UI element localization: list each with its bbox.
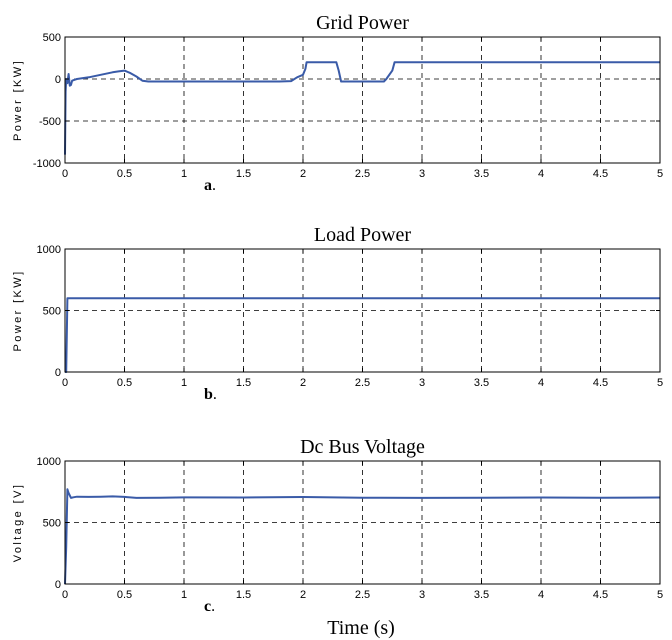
x-tick-label: 2.5	[355, 168, 370, 180]
panel-letter: b	[204, 386, 213, 403]
x-tick-label: 2	[300, 168, 306, 180]
x-tick-label: 3.5	[474, 589, 489, 601]
chart-panel-b: Load Power 0 0.5 1 1.5 2 2.5 3 3.5 4 4.5 5 0 500 1000 P…	[12, 224, 663, 403]
chart-panel-a: Grid Power 0 0.5 1 1.5 2 2.5 3 3.5 4 4.5 5 -1000 -500…	[12, 12, 663, 194]
chart-title: Grid Power	[316, 12, 409, 34]
x-tick-label: 4	[538, 168, 544, 180]
chart-title: Load Power	[314, 224, 412, 246]
x-tick-label: 2.5	[355, 589, 370, 601]
y-tick-label: 1000	[37, 456, 61, 468]
x-tick-label: 3.5	[474, 168, 489, 180]
panel-period: .	[212, 177, 216, 194]
x-tick-label: 1.5	[236, 589, 251, 601]
x-tick-label: 4	[538, 377, 544, 389]
y-tick-label: 0	[55, 74, 61, 86]
x-tick-label: 1	[181, 589, 187, 601]
x-tick-label: 5	[657, 168, 663, 180]
y-axis-label: Voltage [V]	[12, 483, 24, 563]
x-tick-label: 0	[62, 168, 68, 180]
x-tick-label: 2.5	[355, 377, 370, 389]
y-tick-label: 0	[55, 367, 61, 379]
x-tick-label: 0.5	[117, 168, 132, 180]
x-tick-label: 1.5	[236, 377, 251, 389]
x-tick-label: 4.5	[593, 377, 608, 389]
y-tick-label: 500	[43, 518, 61, 530]
panel-label: c.	[204, 598, 215, 615]
chart-panel-c: Dc Bus Voltage 0 0.5 1 1.5 2 2.5 3 3.5 4 4.5 5 0 500 1…	[12, 436, 663, 615]
x-tick-label: 4	[538, 589, 544, 601]
panel-label: b.	[204, 386, 217, 403]
series-line	[64, 61, 660, 155]
y-axis-label: Power [KW]	[12, 59, 24, 141]
y-axis-label: Power [KW]	[12, 269, 24, 351]
x-tick-label: 0	[62, 589, 68, 601]
y-tick-label: 0	[55, 579, 61, 591]
x-tick-label: 2	[300, 377, 306, 389]
panel-letter: c	[204, 598, 211, 615]
y-tick-label: 500	[43, 32, 61, 44]
x-tick-label: 0.5	[117, 377, 132, 389]
x-tick-label: 4.5	[593, 168, 608, 180]
y-tick-label: -500	[39, 116, 61, 128]
x-axis-label: Time (s)	[327, 617, 395, 639]
x-tick-label: 2	[300, 589, 306, 601]
series-line	[65, 297, 660, 373]
y-tick-label: -1000	[33, 158, 61, 170]
x-tick-label: 1	[181, 168, 187, 180]
panel-letter: a	[204, 177, 212, 194]
panel-label: a.	[204, 177, 216, 194]
panel-period: .	[211, 598, 215, 615]
x-tick-label: 1.5	[236, 168, 251, 180]
x-tick-label: 0	[62, 377, 68, 389]
x-tick-label: 3	[419, 589, 425, 601]
panel-period: .	[213, 386, 217, 403]
x-tick-label: 5	[657, 377, 663, 389]
x-tick-label: 3	[419, 377, 425, 389]
x-tick-label: 5	[657, 589, 663, 601]
x-tick-label: 0.5	[117, 589, 132, 601]
y-tick-label: 1000	[37, 244, 61, 256]
y-tick-label: 500	[43, 306, 61, 318]
chart-title: Dc Bus Voltage	[300, 436, 425, 458]
series-line	[64, 488, 661, 585]
x-tick-label: 4.5	[593, 589, 608, 601]
x-tick-label: 3	[419, 168, 425, 180]
x-tick-label: 3.5	[474, 377, 489, 389]
x-tick-label: 1	[181, 377, 187, 389]
